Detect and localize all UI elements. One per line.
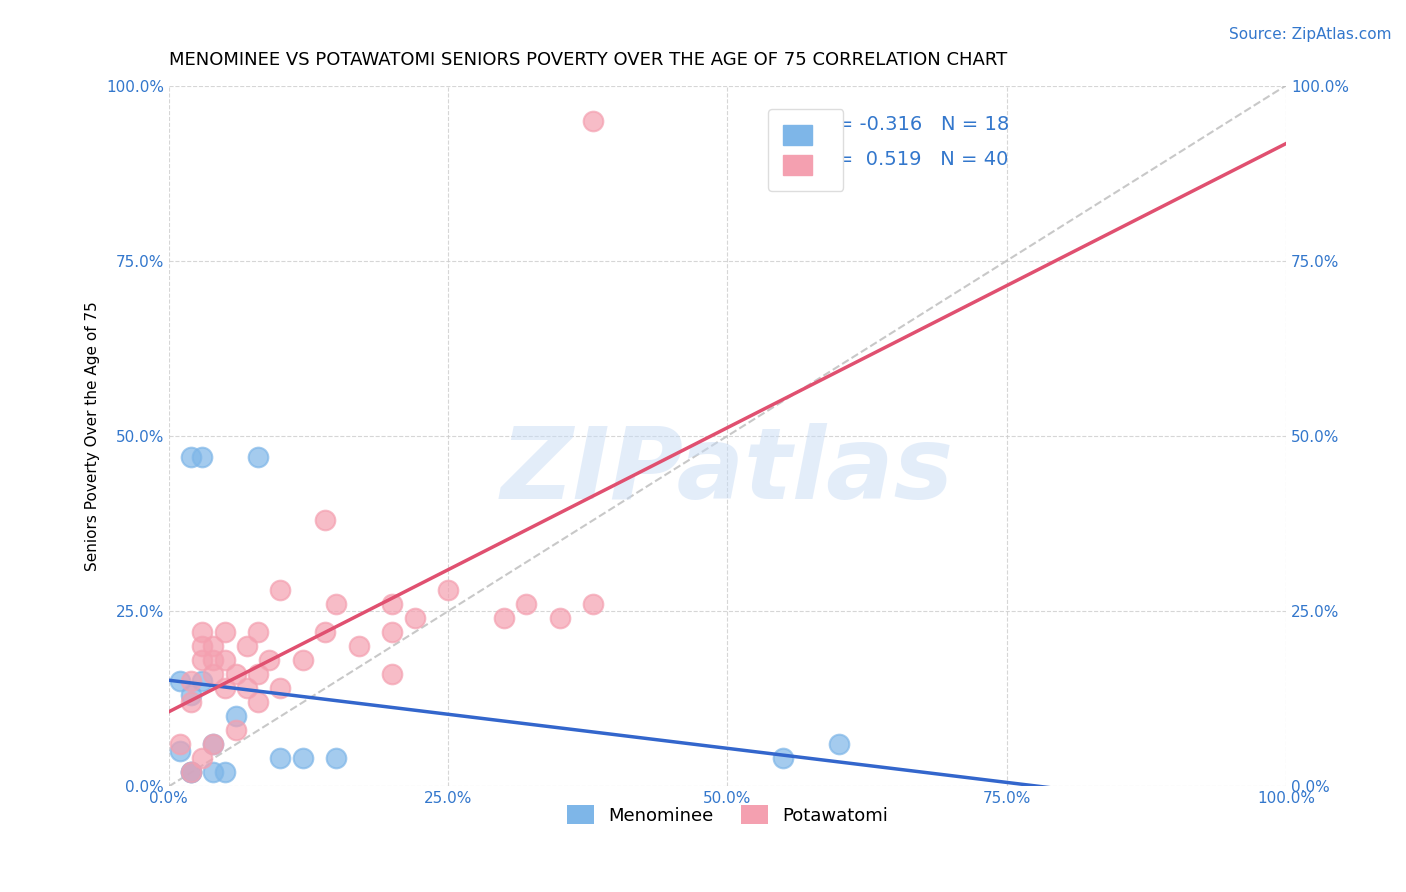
Point	[325, 751, 347, 765]
Point	[515, 597, 537, 611]
Point	[269, 751, 291, 765]
Point	[180, 689, 202, 703]
Point	[225, 723, 247, 738]
Point	[772, 751, 794, 765]
Point	[247, 625, 270, 640]
Point	[202, 653, 225, 667]
Point	[437, 583, 460, 598]
Point	[236, 640, 259, 654]
Point	[180, 674, 202, 689]
Point	[225, 709, 247, 723]
Text: R = -0.316   N = 18: R = -0.316 N = 18	[817, 114, 1010, 134]
Point	[247, 695, 270, 709]
Point	[404, 611, 426, 625]
Point	[191, 450, 214, 464]
Point	[325, 597, 347, 611]
Point	[214, 765, 236, 780]
Point	[291, 653, 314, 667]
Point	[381, 667, 404, 681]
Text: R =  0.519   N = 40: R = 0.519 N = 40	[817, 150, 1008, 169]
Point	[214, 653, 236, 667]
Point	[828, 738, 851, 752]
Point	[214, 625, 236, 640]
Point	[191, 674, 214, 689]
Point	[347, 640, 370, 654]
Point	[582, 113, 605, 128]
Point	[381, 625, 404, 640]
Point	[314, 513, 336, 527]
Point	[191, 640, 214, 654]
Legend: Menominee, Potawatomi: Menominee, Potawatomi	[558, 797, 897, 833]
Point	[492, 611, 515, 625]
Point	[180, 695, 202, 709]
Point	[269, 583, 291, 598]
Point	[202, 640, 225, 654]
Point	[191, 751, 214, 765]
Y-axis label: Seniors Poverty Over the Age of 75: Seniors Poverty Over the Age of 75	[86, 301, 100, 571]
Point	[202, 765, 225, 780]
Point	[191, 625, 214, 640]
Point	[247, 667, 270, 681]
Point	[169, 744, 191, 758]
Point	[180, 450, 202, 464]
Point	[202, 738, 225, 752]
Point	[214, 681, 236, 696]
Point	[291, 751, 314, 765]
Point	[180, 765, 202, 780]
Point	[191, 653, 214, 667]
Point	[582, 597, 605, 611]
Text: MENOMINEE VS POTAWATOMI SENIORS POVERTY OVER THE AGE OF 75 CORRELATION CHART: MENOMINEE VS POTAWATOMI SENIORS POVERTY …	[169, 51, 1007, 69]
Point	[269, 681, 291, 696]
Point	[247, 450, 270, 464]
Point	[314, 625, 336, 640]
Point	[548, 611, 571, 625]
Point	[381, 597, 404, 611]
Point	[169, 738, 191, 752]
Point	[259, 653, 281, 667]
Text: ZIPatlas: ZIPatlas	[501, 423, 953, 519]
Point	[180, 765, 202, 780]
Point	[180, 765, 202, 780]
Point	[236, 681, 259, 696]
Point	[202, 738, 225, 752]
Point	[169, 674, 191, 689]
Text: Source: ZipAtlas.com: Source: ZipAtlas.com	[1229, 27, 1392, 42]
Point	[202, 667, 225, 681]
Point	[225, 667, 247, 681]
